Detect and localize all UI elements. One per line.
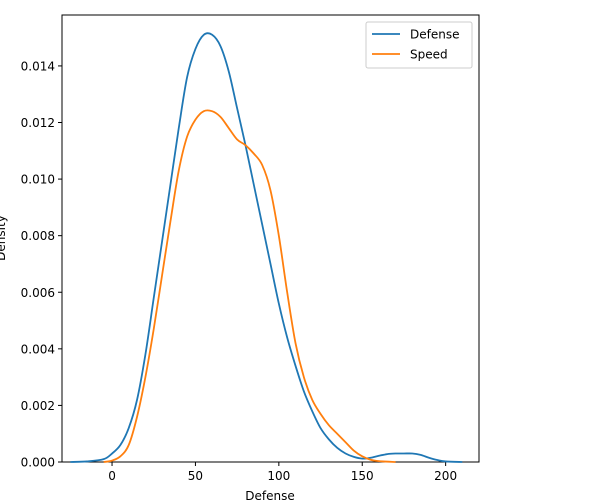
- series-layer: [70, 32, 463, 463]
- legend-label-defense: Defense: [410, 28, 459, 42]
- x-tick-label: 50: [188, 469, 203, 483]
- x-tick-label: 150: [351, 469, 374, 483]
- y-tick-label: 0.012: [21, 116, 55, 130]
- y-axis-label: Density: [0, 215, 8, 261]
- y-axis: 0.000 0.002 0.004 0.006 0.008 0.010 0.012 0.014: [21, 59, 62, 470]
- legend: Defense Speed: [365, 21, 473, 69]
- series-line-speed: [103, 109, 396, 463]
- x-axis: 0 50 100 150 200: [108, 462, 457, 483]
- y-tick-label: 0.004: [21, 342, 55, 356]
- plot-area: [61, 14, 480, 463]
- x-tick-label: 100: [267, 469, 290, 483]
- y-tick-label: 0.014: [21, 59, 55, 73]
- legend-label-speed: Speed: [410, 48, 448, 62]
- y-tick-label: 0.010: [21, 173, 55, 187]
- series-line-defense: [70, 32, 463, 463]
- y-tick-label: 0.002: [21, 399, 55, 413]
- y-tick-label: 0.006: [21, 286, 55, 300]
- y-tick-label: 0.008: [21, 229, 55, 243]
- x-tick-label: 0: [108, 469, 116, 483]
- x-axis-label: Defense: [245, 489, 294, 500]
- y-tick-label: 0.000: [21, 456, 55, 470]
- x-tick-label: 200: [434, 469, 457, 483]
- axes-frame: [61, 14, 480, 463]
